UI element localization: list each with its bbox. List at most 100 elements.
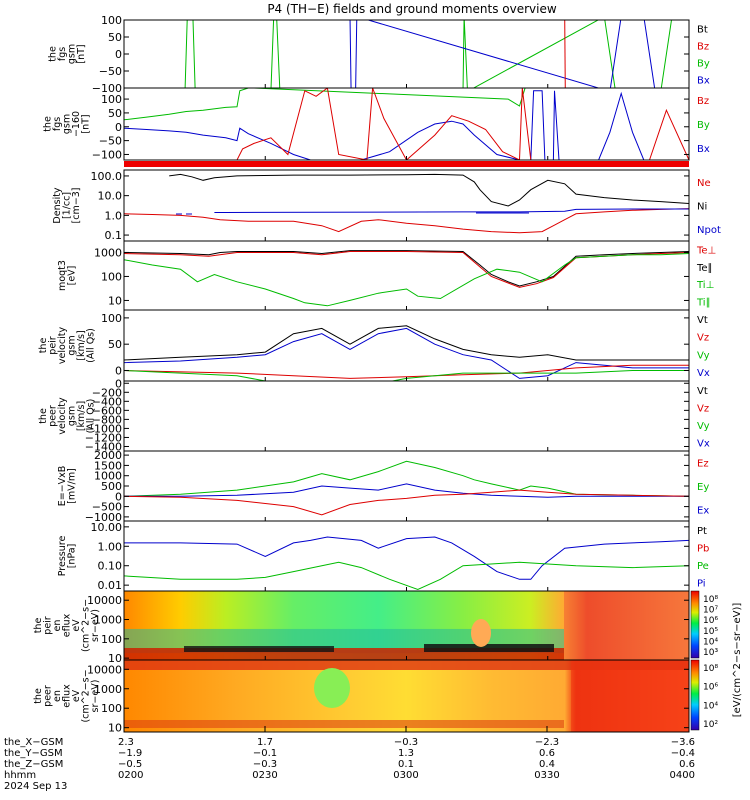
footer-value: −0.5	[118, 759, 142, 770]
legend-entry: Vx	[697, 368, 710, 379]
legend-entry: Vz	[697, 403, 709, 414]
y-axis-label-line: velocity	[57, 397, 68, 435]
footer-value: 1.7	[257, 737, 273, 748]
legend-entry: Te⊥	[696, 246, 716, 257]
panel-density: 100.0 10.0 1.0 0.1 Density[1/cc][cm−3] Ne Ni Np…	[52, 169, 721, 242]
legend-entry: Npot	[697, 225, 721, 236]
y-axis-label-line: moqt3	[57, 260, 68, 291]
y-axis-label-line: [km/s]	[76, 401, 87, 431]
series-Npot-line	[214, 208, 689, 213]
y-axis-label-line: [eV]	[66, 266, 77, 286]
y-axis-label-line: peir	[47, 336, 58, 355]
y-tick-label: 0	[115, 490, 122, 503]
legend-entry: Ti⊥	[696, 280, 714, 291]
y-axis-label-line: [cm−3]	[71, 188, 82, 224]
y-axis-label: E=−VxB[mV/m]	[57, 466, 78, 507]
footer-value: 0.4	[539, 759, 555, 770]
y-axis-label-line: peir	[43, 616, 54, 635]
series-Ex-line	[124, 483, 689, 498]
x-time-tick-label: 0400	[670, 770, 695, 781]
y-tick-label: 100	[101, 702, 122, 715]
x-time-tick-label: 0230	[252, 770, 277, 781]
footer-value: −3.6	[671, 737, 695, 748]
footer-value: 0.6	[539, 748, 555, 759]
y-tick-label: 100	[101, 93, 122, 106]
y-axis-label-line: the	[33, 618, 44, 634]
spectrogram-band	[571, 660, 689, 732]
legend-entry: Vy	[697, 421, 710, 432]
series-Bx-line	[124, 90, 656, 160]
legend-entry: Pt	[697, 526, 707, 537]
spectrogram-band	[124, 660, 689, 670]
footer-value: −0.1	[253, 748, 277, 759]
y-axis-label-line: velocity	[57, 327, 68, 365]
legend-entry: Vz	[697, 333, 709, 344]
series-Ni-line	[169, 173, 689, 207]
series-Vz-line	[124, 364, 689, 379]
series-Bx-line	[349, 20, 656, 88]
panels: 100500−50−100thefgsgsm[nT]BtBzByBx100500…	[33, 14, 721, 735]
y-axis-label-line: the	[38, 338, 49, 354]
footer-value: −0.3	[253, 759, 277, 770]
y-axis-label-line: fgs	[52, 117, 63, 131]
y-axis-label-line: gsm	[62, 114, 73, 134]
legend-entry: By	[697, 120, 710, 131]
footer-value: 0.1	[398, 759, 414, 770]
legend-entry: Bt	[697, 25, 708, 36]
y-tick-label: 0.10	[98, 560, 123, 573]
y-tick-label: 50	[108, 338, 122, 351]
y-tick-label: 50	[108, 31, 122, 44]
legend-entry: Te∥	[696, 263, 713, 274]
y-tick-label: −1000	[85, 422, 122, 435]
colorbar-label: [eV/(cm^2−s−sr−eV)]	[732, 603, 743, 718]
y-axis-label-line: (cm^2−s−	[81, 669, 92, 722]
colorbar	[690, 659, 700, 731]
series-Bz-line	[208, 88, 689, 160]
spectrogram-band	[564, 591, 689, 660]
y-axis-label-line: Density	[52, 187, 63, 223]
y-axis-label-line: eV	[71, 619, 82, 632]
series-Pe-line	[124, 561, 689, 591]
legend-entry: Ex	[697, 505, 709, 516]
y-tick-label: 1500	[94, 459, 122, 472]
y-tick-label: 1000	[94, 683, 122, 696]
series-Ne-line	[124, 208, 689, 234]
colorbar-tick-label: 10⁶	[703, 683, 718, 693]
y-axis-label-line: peer	[43, 685, 54, 707]
legend-entry: Pb	[697, 543, 709, 554]
y-axis-label-line: the	[43, 116, 54, 132]
colorbar-tick-label: 10⁷	[703, 606, 718, 616]
y-axis-label-line: [nT]	[81, 114, 92, 133]
legend-entry: Bz	[697, 42, 709, 53]
y-axis-label-line: peer	[47, 405, 58, 427]
y-axis-label: Pressure[nPa]	[57, 536, 78, 577]
series-Ti∥-line	[124, 253, 689, 307]
legend-entry: Ni	[697, 202, 707, 213]
colorbar-tick-label: 10⁸	[703, 595, 718, 605]
y-tick-label: −500	[92, 501, 122, 514]
series-Vx-line	[124, 327, 689, 379]
y-axis-label-line: gsm	[66, 335, 77, 355]
y-tick-label: 500	[101, 480, 122, 493]
panel-peir_spec: 10000 1000 100 10 thepeirenefluxeV(cm^2−s−sr…	[33, 590, 690, 665]
legend-entry: Vt	[697, 386, 708, 397]
panel-frame	[123, 309, 690, 382]
y-tick-label: 0	[115, 121, 122, 134]
y-axis-label-line: [mV/m]	[66, 468, 77, 504]
y-axis-label-line: (All Qs)	[85, 399, 96, 434]
y-tick-label: −100	[92, 82, 122, 95]
panel-pressure: 10.00 1.00 0.10 0.01 Pressure[nPa] Pt Pb Pe Pi	[57, 520, 709, 592]
y-axis-label-line: en	[52, 620, 63, 632]
legend-entry: Bx	[697, 144, 710, 155]
footer-value: −0.4	[671, 748, 695, 759]
y-tick-label: −100	[92, 148, 122, 161]
y-axis-label-line: the	[47, 46, 58, 62]
y-tick-label: −1200	[85, 431, 122, 444]
spectrogram-band	[424, 644, 554, 652]
footer-row-label: hhmm	[4, 770, 36, 781]
